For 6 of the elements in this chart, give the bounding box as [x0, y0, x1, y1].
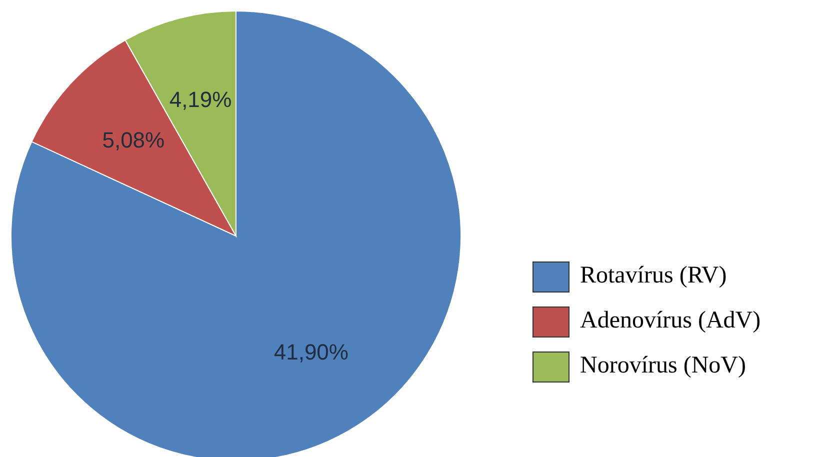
- data-label: 4,19%: [169, 86, 232, 112]
- legend-label: Adenovírus (AdV): [580, 308, 761, 334]
- legend-label: Rotavírus (RV): [580, 262, 727, 289]
- data-label: 41,90%: [274, 339, 348, 364]
- legend-label: Norovírus (NoV): [580, 352, 746, 379]
- data-label: 5,08%: [102, 127, 165, 152]
